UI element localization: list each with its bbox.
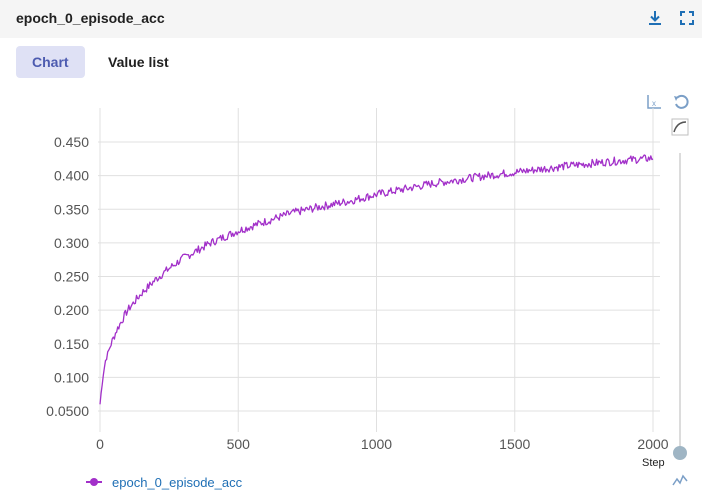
x-tick-label: 500 [227, 436, 251, 452]
fullscreen-icon[interactable] [678, 9, 696, 27]
card-title: epoch_0_episode_acc [16, 10, 165, 26]
step-slider-track[interactable] [679, 153, 681, 449]
legend-marker [86, 478, 102, 486]
y-tick-label: 0.350 [54, 201, 89, 217]
download-icon[interactable] [646, 9, 664, 27]
y-tick-label: 0.0500 [46, 403, 89, 419]
tab-value-list[interactable]: Value list [108, 54, 169, 70]
x-tick-label: 1500 [499, 436, 530, 452]
x-tick-label: 1000 [361, 436, 392, 452]
y-tick-label: 0.400 [54, 168, 89, 184]
x-tick-label: 0 [96, 436, 104, 452]
step-slider-knob[interactable] [673, 446, 687, 460]
y-tick-label: 0.200 [54, 302, 89, 318]
x-axis-ticks: 0 500 1000 1500 2000 [96, 436, 669, 452]
reset-icon[interactable] [672, 93, 690, 111]
y-tick-label: 0.300 [54, 235, 89, 251]
card-header: epoch_0_episode_acc [0, 0, 702, 38]
chart-series [99, 154, 654, 405]
legend-label: epoch_0_episode_acc [112, 474, 243, 490]
log-scale-icon[interactable]: x [645, 93, 663, 111]
series-line [99, 154, 654, 405]
svg-text:x: x [652, 99, 656, 108]
smoothing-icon[interactable] [671, 118, 689, 136]
tab-chart[interactable]: Chart [16, 46, 85, 78]
sparkline-icon[interactable] [671, 471, 689, 489]
chart-grid [98, 108, 660, 432]
y-axis-ticks: 0.0500 0.100 0.150 0.200 0.250 0.300 0.350 0.40… [46, 134, 89, 419]
y-tick-label: 0.150 [54, 336, 89, 352]
y-tick-label: 0.450 [54, 134, 89, 150]
step-slider-label: Step [642, 457, 665, 469]
y-tick-label: 0.250 [54, 269, 89, 285]
x-tick-label: 2000 [637, 436, 668, 452]
chart-legend: epoch_0_episode_acc [86, 473, 242, 491]
y-tick-label: 0.100 [54, 369, 89, 385]
